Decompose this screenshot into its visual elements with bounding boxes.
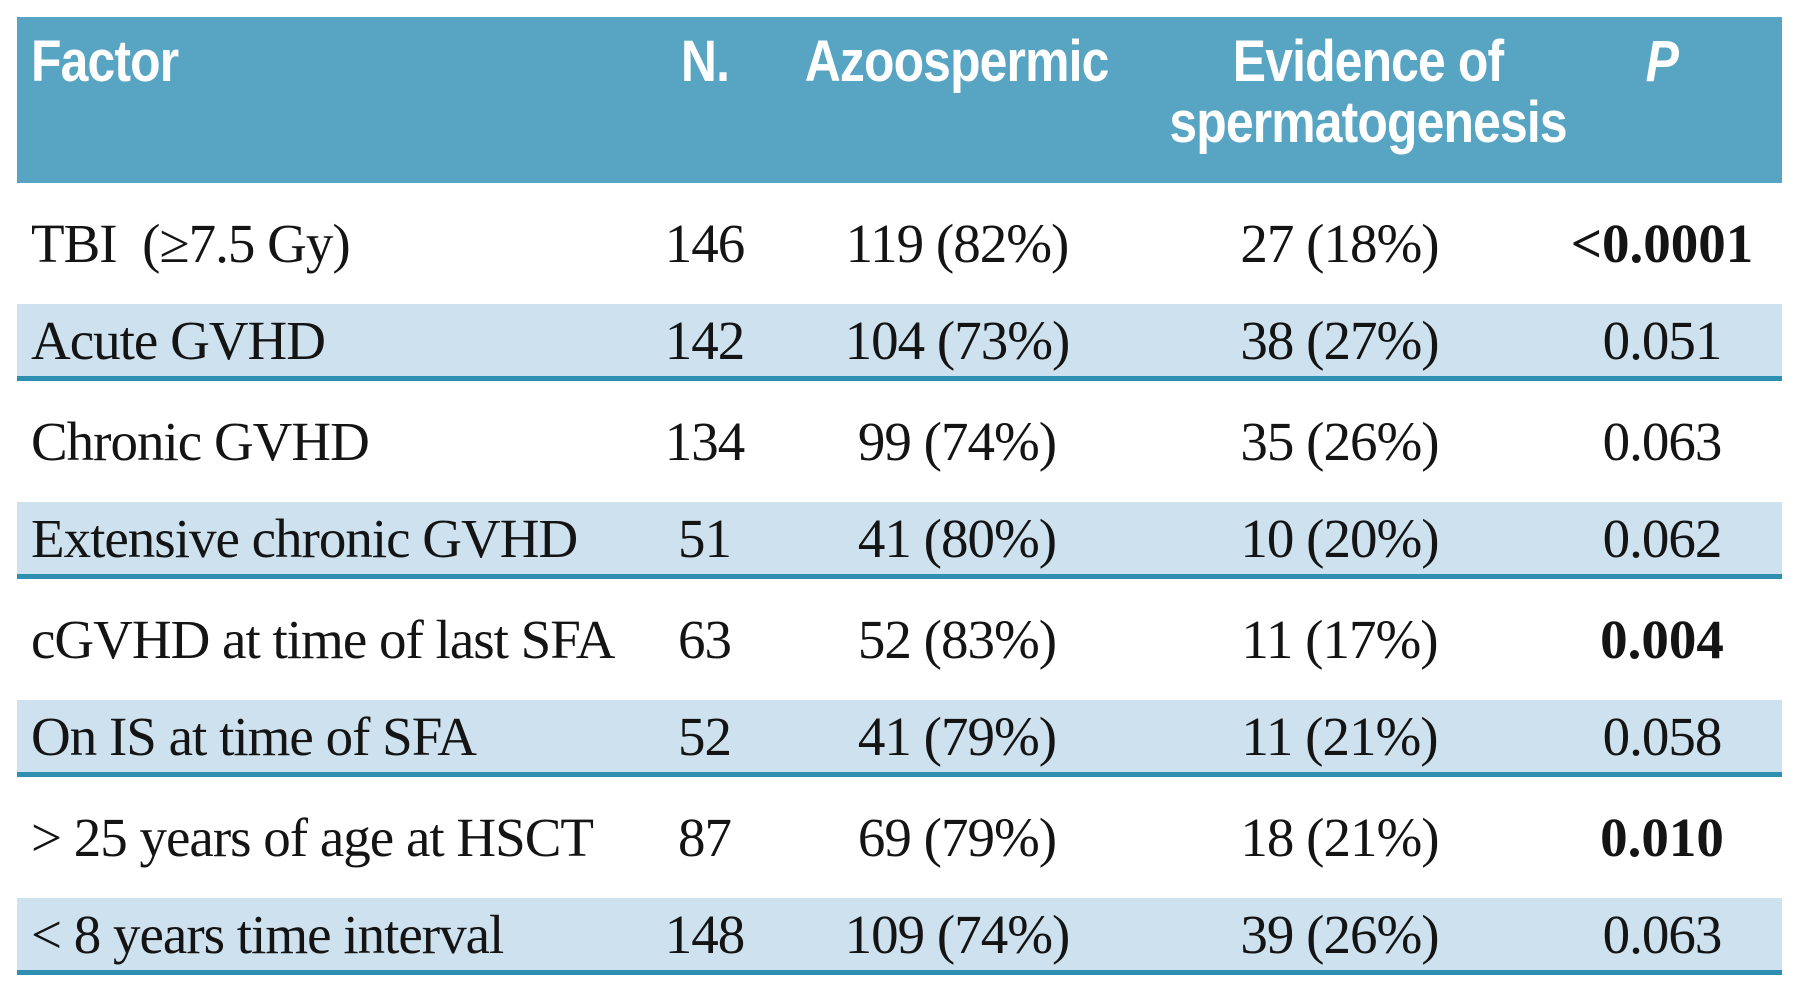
n-cell: 148 bbox=[664, 903, 746, 965]
p-value-cell: 0.063 bbox=[1602, 903, 1723, 965]
table-row: Acute GVHD 142 104 (73%) 38 (27%) 0.051 bbox=[17, 282, 1782, 381]
header-label-p: P bbox=[1645, 29, 1679, 94]
risk-factor-table: Factor N. Azoospermic Evidence of sperma… bbox=[17, 17, 1782, 975]
azoospermic-cell: 104 (73%) bbox=[844, 309, 1071, 371]
factor-cell: cGVHD at time of last SFA bbox=[31, 609, 616, 670]
evidence-cell: 35 (26%) bbox=[1240, 411, 1439, 472]
header-cell-evidence: Evidence of spermatogenesis bbox=[1137, 31, 1567, 154]
table-row: cGVHD at time of last SFA 63 52 (83%) 11… bbox=[17, 579, 1782, 678]
table-row: Extensive chronic GVHD 51 41 (80%) 10 (2… bbox=[17, 480, 1782, 579]
n-cell: 146 bbox=[664, 213, 746, 274]
p-value-cell: 0.062 bbox=[1602, 507, 1723, 569]
azoospermic-cell: 41 (79%) bbox=[857, 705, 1057, 767]
header-label-n: N. bbox=[680, 29, 729, 94]
azoospermic-cell: 119 (82%) bbox=[845, 213, 1070, 274]
header-cell-azoospermic: Azoospermic bbox=[777, 29, 1137, 94]
n-cell: 51 bbox=[678, 507, 732, 569]
table-header-row: Factor N. Azoospermic Evidence of sperma… bbox=[17, 17, 1782, 183]
factor-cell: TBI (≥7.5 Gy) bbox=[31, 213, 351, 274]
header-cell-p: P bbox=[1542, 29, 1782, 94]
factor-cell: Chronic GVHD bbox=[31, 411, 370, 472]
header-cell-factor: Factor bbox=[17, 29, 632, 94]
n-cell: 142 bbox=[664, 309, 746, 371]
n-cell: 87 bbox=[678, 807, 732, 868]
factor-cell: < 8 years time interval bbox=[31, 903, 504, 965]
table-row: > 25 years of age at HSCT 87 69 (79%) 18… bbox=[17, 777, 1782, 876]
p-value-cell: 0.051 bbox=[1602, 309, 1723, 371]
p-value-cell: 0.063 bbox=[1602, 411, 1723, 472]
evidence-cell: 10 (20%) bbox=[1240, 507, 1439, 569]
evidence-cell: 18 (21%) bbox=[1240, 807, 1439, 868]
table-row: Chronic GVHD 134 99 (74%) 35 (26%) 0.063 bbox=[17, 381, 1782, 480]
azoospermic-cell: 99 (74%) bbox=[857, 411, 1057, 472]
evidence-cell: 11 (21%) bbox=[1241, 705, 1438, 767]
header-label-evidence: Evidence of spermatogenesis bbox=[1169, 29, 1567, 156]
table-row: On IS at time of SFA 52 41 (79%) 11 (21%… bbox=[17, 678, 1782, 777]
factor-cell: Extensive chronic GVHD bbox=[31, 507, 578, 569]
table-row: TBI (≥7.5 Gy) 146 119 (82%) 27 (18%) <0.… bbox=[17, 183, 1782, 282]
header-cell-n: N. bbox=[632, 29, 777, 94]
factor-cell: On IS at time of SFA bbox=[31, 705, 477, 767]
factor-cell: > 25 years of age at HSCT bbox=[31, 807, 594, 868]
p-value-cell: 0.058 bbox=[1602, 705, 1723, 767]
p-value-cell: <0.0001 bbox=[1570, 213, 1754, 274]
n-cell: 134 bbox=[664, 411, 746, 472]
evidence-cell: 27 (18%) bbox=[1240, 213, 1439, 274]
p-value-cell: 0.010 bbox=[1600, 807, 1724, 868]
header-label-factor: Factor bbox=[31, 29, 179, 94]
azoospermic-cell: 41 (80%) bbox=[857, 507, 1057, 569]
azoospermic-cell: 109 (74%) bbox=[844, 903, 1071, 965]
azoospermic-cell: 52 (83%) bbox=[857, 609, 1057, 670]
evidence-cell: 11 (17%) bbox=[1241, 609, 1438, 670]
n-cell: 63 bbox=[678, 609, 732, 670]
azoospermic-cell: 69 (79%) bbox=[857, 807, 1057, 868]
p-value-cell: 0.004 bbox=[1600, 609, 1724, 670]
header-label-azoospermic: Azoospermic bbox=[805, 29, 1110, 94]
evidence-cell: 38 (27%) bbox=[1240, 309, 1439, 371]
table-row: < 8 years time interval 148 109 (74%) 39… bbox=[17, 876, 1782, 975]
n-cell: 52 bbox=[678, 705, 732, 767]
evidence-cell: 39 (26%) bbox=[1240, 903, 1439, 965]
factor-cell: Acute GVHD bbox=[31, 309, 326, 371]
